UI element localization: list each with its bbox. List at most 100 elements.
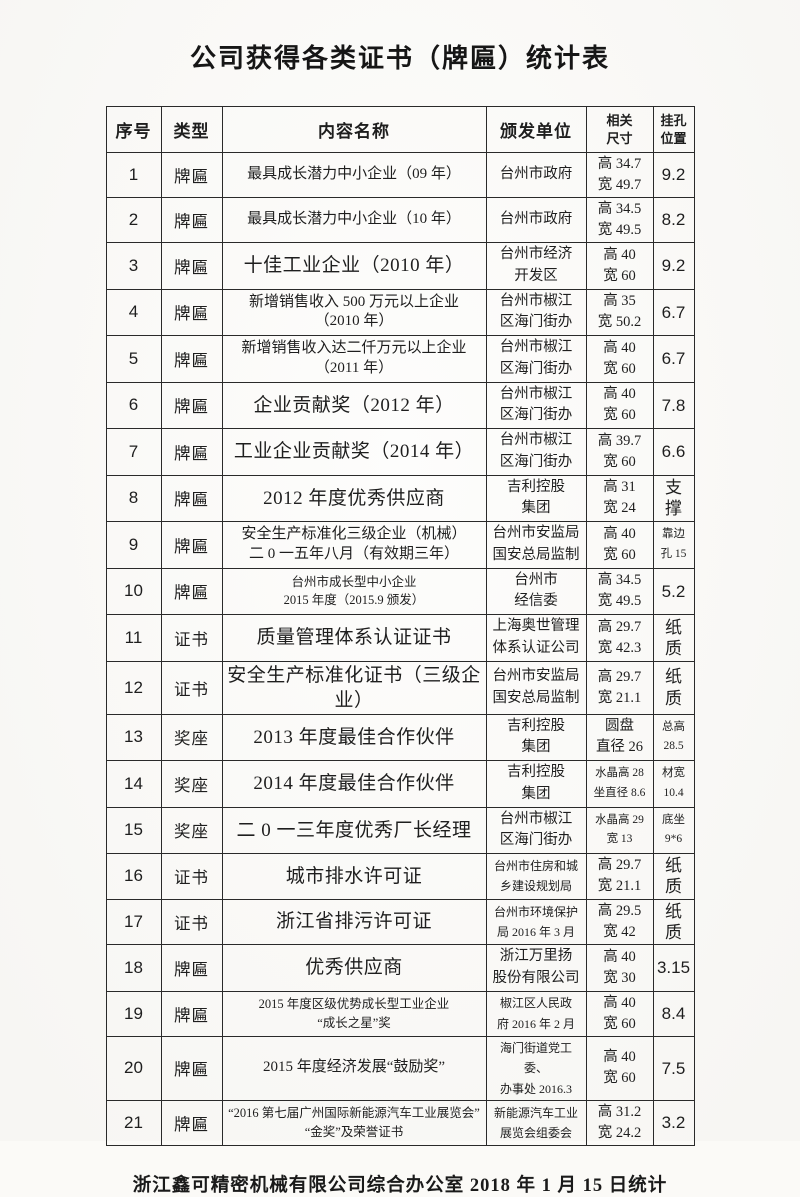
cell-type: 牌匾 (160, 1099, 223, 1146)
cell-type: 奖座 (160, 713, 223, 762)
cell-serial-number: 10 (105, 567, 162, 616)
cell-size: 高 29.7 宽 21.1 (585, 660, 654, 715)
cell-hole-position: 支 撑 (652, 474, 695, 523)
cell-serial-number: 2 (105, 197, 162, 244)
cell-type: 牌匾 (160, 242, 223, 290)
cell-serial-number: 21 (105, 1099, 162, 1146)
table-row: 10 牌匾 台州市成长型中小企业 2015 年度（2015.9 颁发） 台州市 … (105, 567, 695, 616)
cell-issuer: 台州市住房和城 乡建设规划局 (485, 853, 587, 900)
cell-serial-number: 1 (105, 151, 162, 199)
table-row: 17 证书 浙江省排污许可证 台州市环境保护 局 2016 年 3 月 高 29… (105, 898, 695, 946)
cell-content-name: 2013 年度最佳合作伙伴 (221, 713, 487, 762)
table-row: 14 奖座 2014 年度最佳合作伙伴 吉利控股 集团 水晶高 28 坐直径 8… (105, 760, 695, 808)
cell-content-name: 安全生产标准化三级企业（机械） 二 0 一五年八月（有效期三年） (221, 521, 487, 569)
cell-size: 高 40 宽 60 (585, 335, 654, 383)
cell-type: 牌匾 (160, 381, 223, 430)
cell-hole-position: 纸 质 (652, 660, 695, 715)
header-size: 相关 尺寸 (585, 106, 654, 153)
cell-issuer: 上海奥世管理 体系认证公司 (485, 614, 587, 662)
table-row: 16 证书 城市排水许可证 台州市住房和城 乡建设规划局 高 29.7 宽 21… (105, 853, 695, 900)
cell-size: 高 34.5 宽 49.5 (585, 567, 654, 616)
header-row: 序号 类型 内容名称 颁发单位 相关 尺寸 挂孔 位置 (105, 106, 695, 153)
cell-content-name: 二 0 一三年度优秀厂长经理 (221, 806, 487, 855)
cell-size: 圆盘 直径 26 (585, 713, 654, 762)
cell-type: 牌匾 (160, 288, 223, 337)
cell-type: 牌匾 (160, 474, 223, 523)
table-row: 13 奖座 2013 年度最佳合作伙伴 吉利控股 集团 圆盘 直径 26 总高 … (105, 713, 695, 762)
cell-issuer: 台州市政府 (485, 151, 587, 199)
cell-size: 高 29.5 宽 42 (585, 898, 654, 946)
cell-hole-position: 8.2 (652, 197, 695, 244)
cell-content-name: “2016 第七届广州国际新能源汽车工业展览会” “金奖”及荣誉证书 (221, 1099, 487, 1146)
cell-issuer: 台州市椒江 区海门街办 (485, 381, 587, 430)
cell-serial-number: 13 (105, 713, 162, 762)
table-row: 21 牌匾 “2016 第七届广州国际新能源汽车工业展览会” “金奖”及荣誉证书… (105, 1099, 695, 1146)
table-row: 19 牌匾 2015 年度区级优势成长型工业企业 “成长之星”奖 椒江区人民政 … (105, 990, 695, 1037)
cell-size: 高 40 宽 30 (585, 944, 654, 992)
cell-issuer: 海门街道党工委、 办事处 2016.3 (485, 1035, 587, 1101)
cell-serial-number: 19 (105, 990, 162, 1037)
cell-issuer: 吉利控股 集团 (485, 713, 587, 762)
cell-type: 牌匾 (160, 1035, 223, 1101)
footer-note: 浙江鑫可精密机械有限公司综合办公室 2018 年 1 月 15 日统计 (132, 1175, 668, 1196)
cell-issuer: 椒江区人民政 府 2016 年 2 月 (485, 990, 587, 1037)
cell-content-name: 企业贡献奖（2012 年） (221, 381, 487, 430)
cell-content-name: 2015 年度区级优势成长型工业企业 “成长之星”奖 (221, 990, 487, 1037)
certificates-table: 序号 类型 内容名称 颁发单位 相关 尺寸 挂孔 位置 1 牌匾 最具成长潜力中… (105, 106, 695, 1146)
cell-content-name: 最具成长潜力中小企业（09 年） (221, 151, 487, 199)
cell-hole-position: 3.2 (652, 1099, 695, 1146)
cell-type: 证书 (160, 660, 223, 715)
table-row: 9 牌匾 安全生产标准化三级企业（机械） 二 0 一五年八月（有效期三年） 台州… (105, 521, 695, 569)
table-row: 7 牌匾 工业企业贡献奖（2014 年） 台州市椒江 区海门街办 高 39.7 … (105, 428, 695, 476)
cell-size: 高 34.7 宽 49.7 (585, 151, 654, 199)
cell-issuer: 台州市环境保护 局 2016 年 3 月 (485, 898, 587, 946)
cell-issuer: 台州市椒江 区海门街办 (485, 806, 587, 855)
table-row: 15 奖座 二 0 一三年度优秀厂长经理 台州市椒江 区海门街办 水晶高 29 … (105, 806, 695, 855)
scanned-document-page: 公司获得各类证书（牌匾）统计表 序号 类型 内容名称 颁发单位 相关 尺寸 挂孔… (0, 38, 800, 1196)
cell-content-name: 2012 年度优秀供应商 (221, 474, 487, 523)
header-type: 类型 (160, 106, 223, 153)
cell-issuer: 台州市经济 开发区 (485, 242, 587, 290)
cell-serial-number: 3 (105, 242, 162, 290)
cell-size: 高 31 宽 24 (585, 474, 654, 523)
cell-size: 高 29.7 宽 42.3 (585, 614, 654, 662)
cell-issuer: 吉利控股 集团 (485, 760, 587, 808)
cell-serial-number: 11 (105, 614, 162, 662)
cell-size: 高 40 宽 60 (585, 990, 654, 1037)
cell-issuer: 台州市椒江 区海门街办 (485, 428, 587, 476)
cell-size: 水晶高 29 宽 13 (585, 806, 654, 855)
table-row: 6 牌匾 企业贡献奖（2012 年） 台州市椒江 区海门街办 高 40 宽 60… (105, 381, 695, 430)
table-row: 8 牌匾 2012 年度优秀供应商 吉利控股 集团 高 31 宽 24 支 撑 (105, 474, 695, 523)
header-hole-position: 挂孔 位置 (652, 106, 695, 153)
cell-size: 高 34.5 宽 49.5 (585, 197, 654, 244)
cell-serial-number: 12 (105, 660, 162, 715)
cell-hole-position: 9.2 (652, 242, 695, 290)
cell-serial-number: 5 (105, 335, 162, 383)
cell-serial-number: 18 (105, 944, 162, 992)
cell-hole-position: 纸 质 (652, 898, 695, 946)
cell-hole-position: 6.6 (652, 428, 695, 476)
cell-serial-number: 14 (105, 760, 162, 808)
cell-serial-number: 6 (105, 381, 162, 430)
cell-serial-number: 7 (105, 428, 162, 476)
table-row: 1 牌匾 最具成长潜力中小企业（09 年） 台州市政府 高 34.7 宽 49.… (105, 151, 695, 199)
cell-serial-number: 8 (105, 474, 162, 523)
table-row: 18 牌匾 优秀供应商 浙江万里扬 股份有限公司 高 40 宽 30 3.15 (105, 944, 695, 992)
cell-type: 奖座 (160, 806, 223, 855)
cell-issuer: 台州市椒江 区海门街办 (485, 288, 587, 337)
cell-issuer: 台州市安监局 国安总局监制 (485, 521, 587, 569)
cell-type: 牌匾 (160, 567, 223, 616)
cell-serial-number: 4 (105, 288, 162, 337)
cell-content-name: 2015 年度经济发展“鼓励奖” (221, 1035, 487, 1101)
cell-issuer: 台州市椒江 区海门街办 (485, 335, 587, 383)
cell-hole-position: 材宽 10.4 (652, 760, 695, 808)
cell-content-name: 台州市成长型中小企业 2015 年度（2015.9 颁发） (221, 567, 487, 616)
cell-content-name: 安全生产标准化证书（三级企业） (221, 660, 487, 715)
cell-hole-position: 靠边 孔 15 (652, 521, 695, 569)
cell-issuer: 浙江万里扬 股份有限公司 (485, 944, 587, 992)
cell-content-name: 工业企业贡献奖（2014 年） (221, 428, 487, 476)
cell-issuer: 吉利控股 集团 (485, 474, 587, 523)
header-issuer: 颁发单位 (485, 106, 587, 153)
cell-type: 牌匾 (160, 151, 223, 199)
cell-type: 证书 (160, 898, 223, 946)
